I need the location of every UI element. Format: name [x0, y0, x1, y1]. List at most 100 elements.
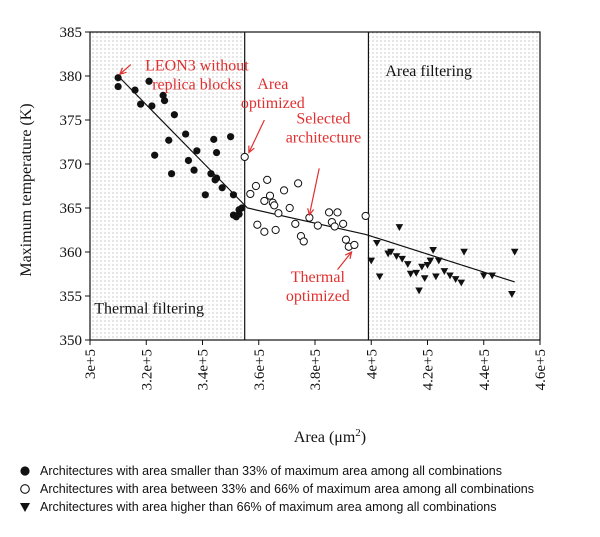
legend-label: Architectures with area between 33% and … [40, 482, 535, 496]
point-medium-area [253, 220, 262, 229]
x-tick-label: 3.2e+5 [139, 349, 155, 390]
point-medium-area [251, 181, 261, 191]
annotation-text: architecture [286, 130, 362, 147]
point-medium-area [263, 175, 272, 184]
point-small-area [165, 136, 173, 144]
point-medium-area [313, 221, 322, 230]
annotation-arrow-head [307, 208, 315, 217]
point-small-area [193, 147, 201, 155]
point-small-area [227, 133, 235, 141]
filled-triangle-down-icon [18, 500, 32, 514]
point-medium-area [324, 208, 334, 217]
legend-item-medium-area: Architectures with area between 33% and … [18, 480, 596, 498]
point-small-area [170, 111, 178, 119]
point-small-area [190, 166, 198, 174]
point-large-area [457, 279, 466, 287]
point-medium-area [271, 225, 280, 235]
point-small-area [131, 86, 139, 94]
annotation-arrow-shaft [119, 64, 132, 75]
x-tick-label: 4.2e+5 [421, 349, 437, 390]
point-small-area [184, 156, 193, 165]
point-medium-area [260, 227, 269, 236]
x-axis-title: Area (μm2) [294, 427, 366, 446]
point-small-area [207, 170, 215, 178]
x-axis-title-main: Area (μm [294, 429, 356, 446]
y-tick-label: 380 [60, 69, 83, 85]
x-tick-label: 3e+5 [83, 349, 99, 379]
region-label: Thermal filtering [94, 301, 204, 318]
x-tick-label: 4.4e+5 [477, 349, 493, 390]
point-medium-area [279, 186, 289, 195]
point-large-area [423, 262, 432, 269]
point-medium-area [270, 201, 279, 210]
region-label: Area filtering [385, 63, 472, 80]
annotation-arrow-head [248, 145, 255, 154]
filled-circle-icon [18, 464, 32, 478]
legend-label: Architectures with area smaller than 33%… [40, 464, 503, 478]
annotation-text: optimized [286, 288, 350, 305]
x-axis-title-sup: 2 [355, 427, 361, 439]
point-medium-area [260, 196, 269, 206]
point-small-area [114, 82, 122, 91]
point-large-area [392, 253, 401, 260]
point-small-area [229, 191, 238, 199]
y-tick-label: 355 [60, 289, 83, 305]
x-tick-label: 4.6e+5 [533, 349, 549, 390]
point-large-area [510, 248, 519, 256]
point-small-area [137, 100, 145, 108]
annotations: LEON3 without replica blocks Area optimized… [118, 58, 362, 305]
point-small-area [160, 97, 169, 105]
point-small-area [201, 191, 209, 199]
point-large-area [387, 248, 395, 256]
point-medium-area [285, 203, 294, 213]
legend-label: Architectures with area higher than 66% … [40, 500, 497, 514]
point-medium-area [341, 235, 351, 244]
point-medium-area [350, 240, 359, 250]
point-large-area [367, 257, 376, 265]
point-large-area [426, 257, 435, 265]
point-large-area [479, 272, 488, 280]
point-medium-area [330, 222, 339, 231]
legend: Architectures with area smaller than 33%… [18, 462, 596, 516]
x-tick-label: 3.6e+5 [252, 349, 268, 390]
annotation-arrow-head [344, 250, 353, 259]
annotation-text: Selected [296, 111, 350, 128]
point-small-area [167, 170, 176, 178]
point-large-area [406, 270, 415, 278]
point-small-area [212, 148, 221, 157]
point-large-area [460, 248, 468, 256]
x-tick-label: 3.8e+5 [308, 349, 324, 390]
point-large-area [488, 272, 496, 280]
point-large-area [375, 273, 384, 281]
annotation-text: LEON3 without [145, 58, 249, 75]
point-large-area [395, 224, 404, 231]
point-medium-area [240, 152, 249, 162]
axis-ticks: 350 355 360 365 370 375 380 385 3e+5 3.2e+5 3.4e+5… [60, 25, 550, 390]
point-medium-area [333, 208, 342, 217]
annotation-text: optimized [241, 95, 305, 112]
point-small-area [145, 77, 153, 85]
region-0 [90, 32, 245, 340]
annotation-arrow-shaft [308, 168, 320, 216]
point-large-area [434, 257, 443, 265]
point-large-area [440, 268, 449, 275]
point-large-area [398, 255, 406, 263]
point-medium-area [361, 211, 370, 221]
x-axis-title-close: ) [361, 429, 366, 446]
point-large-area [404, 261, 412, 268]
y-tick-label: 385 [60, 25, 83, 41]
point-large-area [373, 240, 381, 247]
point-medium-area [291, 219, 300, 228]
y-tick-label: 350 [60, 333, 83, 349]
point-medium-area [339, 219, 348, 228]
x-tick-label: 3.4e+5 [196, 349, 212, 390]
scatter-chart: Thermal filtering Area filtering 350 355 36… [18, 25, 550, 446]
region-1 [244, 32, 369, 340]
point-large-area [429, 247, 437, 254]
x-tick-label: 4e+5 [364, 349, 380, 379]
annotation-arrow-head [118, 67, 127, 76]
annotation-text: Thermal [291, 269, 346, 286]
point-small-area [210, 135, 218, 143]
point-large-area [451, 276, 460, 283]
point-medium-area [265, 191, 275, 200]
